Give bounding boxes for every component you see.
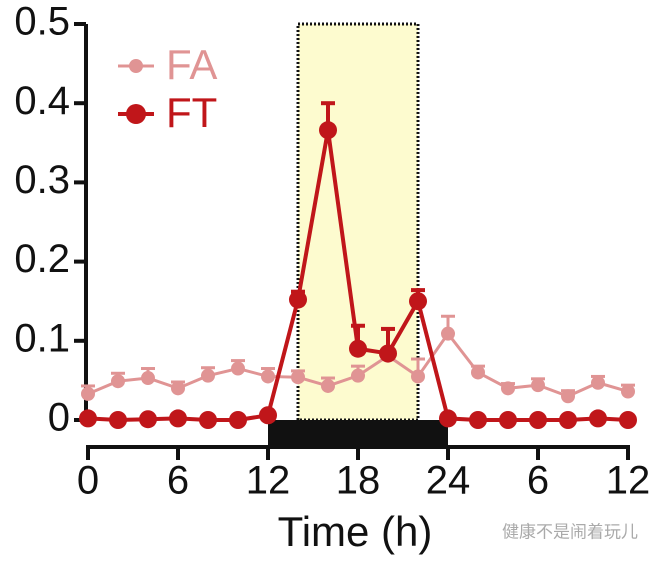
x-axis-label: Time (h) (278, 508, 433, 555)
dark-period (268, 420, 448, 447)
data-point (259, 406, 277, 425)
y-tick-label: 0.3 (14, 158, 70, 202)
data-point (169, 409, 187, 428)
data-point (139, 410, 157, 429)
data-point (619, 411, 637, 429)
data-point (529, 411, 547, 429)
legend-label: FA (166, 41, 217, 88)
data-point (501, 381, 515, 396)
data-point (171, 381, 185, 396)
legend-label: FT (166, 89, 217, 136)
data-point (201, 368, 215, 383)
legend-marker (129, 59, 143, 73)
data-point (499, 411, 517, 429)
x-tick-label: 24 (426, 459, 471, 503)
data-point (589, 409, 607, 428)
data-point (559, 411, 577, 429)
x-tick-label: 12 (606, 459, 651, 503)
x-tick-label: 18 (336, 459, 381, 503)
y-tick-label: 0.4 (14, 79, 70, 123)
data-point (231, 361, 245, 376)
x-tick-label: 6 (527, 459, 549, 503)
data-point (471, 365, 485, 380)
data-point (291, 370, 305, 385)
y-tick-label: 0 (48, 396, 70, 440)
data-point (141, 371, 155, 386)
data-point (441, 326, 455, 341)
data-point (109, 411, 127, 429)
data-point (439, 409, 457, 428)
data-point (469, 411, 487, 429)
data-point (409, 292, 427, 311)
data-point (199, 411, 217, 429)
y-tick-label: 0.5 (14, 0, 70, 44)
data-point (79, 409, 97, 428)
data-point (379, 344, 397, 363)
x-tick-label: 0 (77, 459, 99, 503)
data-point (561, 389, 575, 404)
data-point (319, 121, 337, 140)
y-tick-label: 0.2 (14, 237, 70, 281)
shaded-region (296, 22, 420, 422)
data-point (411, 369, 425, 384)
x-tick-label: 6 (167, 459, 189, 503)
data-point (351, 368, 365, 383)
data-point (321, 378, 335, 393)
watermark: 健康不是闹着玩儿 (502, 522, 638, 541)
data-point (289, 290, 307, 309)
legend-marker (126, 104, 146, 124)
x-tick-label: 12 (246, 459, 291, 503)
data-point (111, 374, 125, 389)
data-point (229, 411, 247, 429)
data-point (621, 384, 635, 399)
data-point (261, 369, 275, 384)
data-point (531, 378, 545, 393)
y-tick-label: 0.1 (14, 316, 70, 360)
data-point (591, 375, 605, 390)
data-point (349, 339, 367, 358)
data-point (81, 386, 95, 401)
